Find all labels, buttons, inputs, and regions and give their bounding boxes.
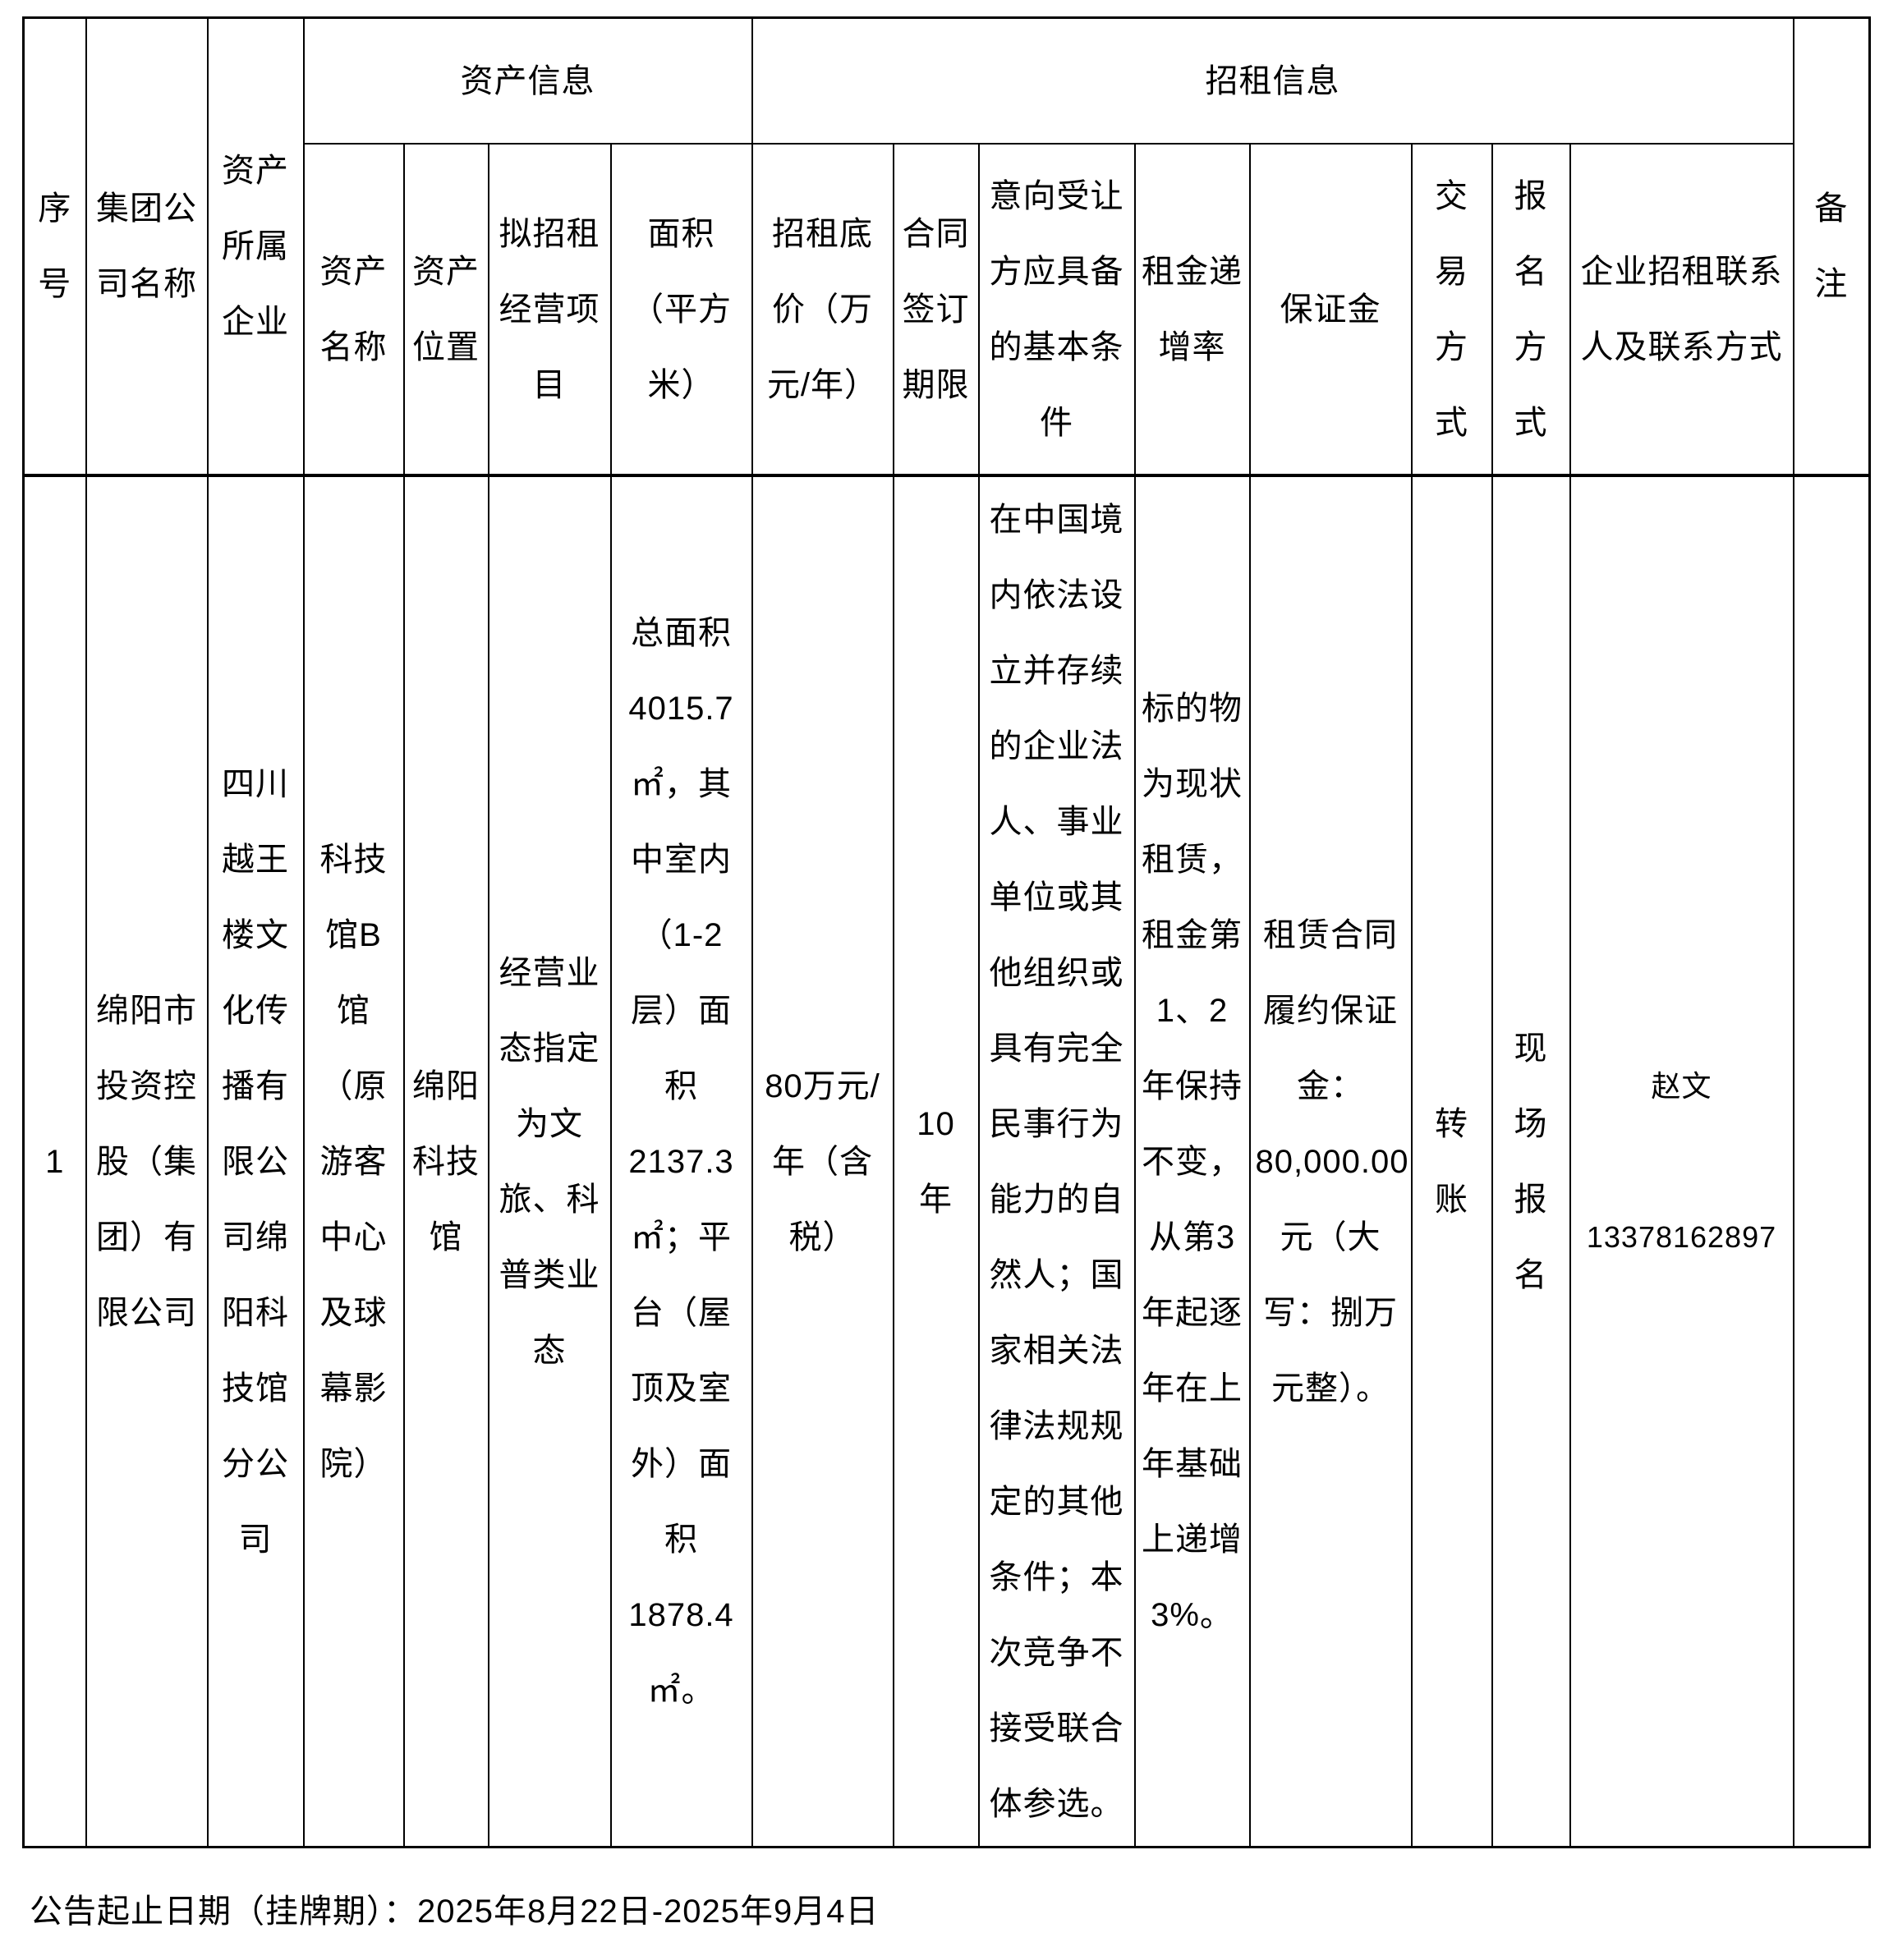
- header-transferee-conditions: 意向受让 方应具备 的基本条 件: [977, 143, 1136, 476]
- cell-group-company: 绵阳市 投资控 股（集 团）有 限公司: [85, 474, 209, 1848]
- cell-seq: 1: [22, 474, 87, 1848]
- header-deposit: 保证金: [1248, 143, 1413, 476]
- header-contract-term: 合同 签订 期限: [892, 143, 980, 476]
- cell-floor-price: 80万元/ 年（含 税）: [751, 474, 894, 1848]
- header-seq: 序 号: [22, 16, 87, 476]
- cell-remark: [1792, 474, 1871, 1848]
- contact-person: 赵文: [1651, 1068, 1712, 1103]
- table-row: 1 绵阳市 投资控 股（集 团）有 限公司 四川 越王 楼文 化传 播有 限公 …: [22, 474, 1871, 1848]
- cell-contact: 赵文 13378162897: [1569, 474, 1794, 1848]
- header-group-asset-info: 资产信息: [302, 16, 753, 145]
- header-contact: 企业招租联系 人及联系方式: [1569, 143, 1794, 476]
- header-asset-name: 资产 名称: [302, 143, 405, 476]
- cell-registration-method: 现 场 报 名: [1491, 474, 1571, 1848]
- leasing-table: 序 号 集团公 司名称 资产 所属 企业 资产信息 招租信息 备 注 资产 名称…: [22, 16, 1871, 1848]
- cell-rent-increase: 标的物 为现状 租赁， 租金第 1、2 年保持 不变， 从第3 年起逐 年在上 …: [1133, 474, 1251, 1848]
- header-transaction-method: 交 易 方 式: [1410, 143, 1493, 476]
- cell-asset-location: 绵阳 科技 馆: [402, 474, 489, 1848]
- cell-asset-name: 科技 馆B 馆 （原 游客 中心 及球 幕影 院）: [302, 474, 405, 1848]
- header-asset-owner: 资产 所属 企业: [206, 16, 305, 476]
- cell-area: 总面积 4015.7 ㎡，其 中室内 （1-2 层）面 积 2137.3 ㎡；平…: [609, 474, 753, 1848]
- header-rent-increase: 租金递 增率: [1133, 143, 1251, 476]
- announcement-period-text: 公告起止日期（挂牌期）：2025年8月22日-2025年9月4日: [30, 1893, 880, 1930]
- header-remark: 备 注: [1792, 16, 1871, 476]
- cell-deposit: 租赁合同 履约保证 金： 80,000.00 元（大 写：捌万 元整）。: [1248, 474, 1413, 1848]
- cell-transferee-conditions: 在中国境 内依法设 立并存续 的企业法 人、事业 单位或其 他组织或 具有完全 …: [977, 474, 1136, 1848]
- header-group-company: 集团公 司名称: [85, 16, 209, 476]
- cell-contract-term: 10 年: [892, 474, 980, 1848]
- header-area: 面积 （平方 米）: [609, 143, 753, 476]
- header-registration-method: 报 名 方 式: [1491, 143, 1571, 476]
- header-asset-location: 资产 位置: [402, 143, 489, 476]
- contact-phone: 13378162897: [1586, 1219, 1777, 1254]
- cell-planned-business: 经营业 态指定 为文 旅、科 普类业 态: [487, 474, 612, 1848]
- cell-asset-owner: 四川 越王 楼文 化传 播有 限公 司绵 阳科 技馆 分公 司: [206, 474, 305, 1848]
- header-group-leasing-info: 招租信息: [751, 16, 1794, 145]
- header-floor-price: 招租底 价（万 元/年）: [751, 143, 894, 476]
- leasing-table-wrap: 序 号 集团公 司名称 资产 所属 企业 资产信息 招租信息 备 注 资产 名称…: [22, 16, 1871, 1848]
- header-planned-business: 拟招租 经营项 目: [487, 143, 612, 476]
- cell-transaction-method: 转 账: [1410, 474, 1493, 1848]
